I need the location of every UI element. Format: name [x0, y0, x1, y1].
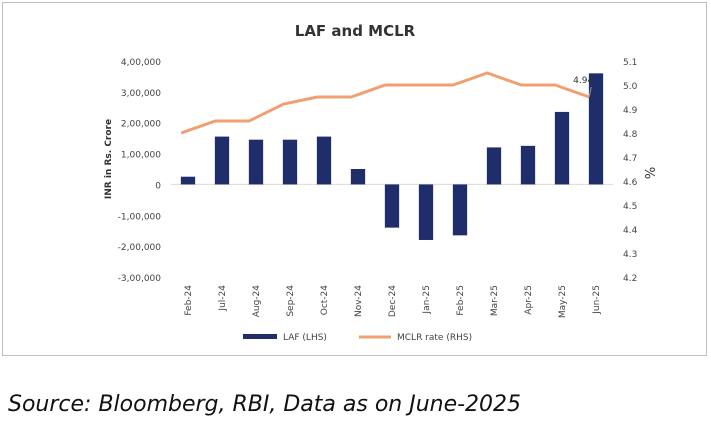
laf-bar: [282, 139, 298, 185]
y2-tick-label: 4.5: [623, 202, 637, 212]
x-tick-label: Apr-25: [524, 285, 534, 315]
y-tick-label: 3,00,000: [121, 89, 161, 99]
y2-tick-label: 4.9: [623, 106, 638, 116]
x-tick-label: Mar-25: [490, 285, 500, 316]
legend-swatch-laf: [243, 334, 277, 339]
laf-bar: [588, 73, 604, 185]
x-tick-label: Dec-24: [388, 285, 398, 317]
laf-bar: [520, 145, 536, 185]
x-tick-label: Jan-25: [422, 285, 432, 315]
laf-bar: [384, 184, 400, 228]
laf-bar: [248, 139, 264, 185]
y2-tick-label: 5.1: [623, 58, 637, 68]
y2-tick-label: 4.8: [623, 130, 638, 140]
laf-bar: [316, 136, 332, 185]
laf-bar: [180, 176, 196, 185]
laf-bar: [214, 136, 230, 185]
x-tick-label: Sep-24: [286, 285, 296, 317]
x-tick-label: Jul-24: [218, 285, 228, 312]
y2-tick-label: 4.7: [623, 154, 637, 164]
legend-label-mclr: MCLR rate (RHS): [397, 333, 472, 343]
laf-bar: [486, 147, 502, 185]
y2-tick-label: 4.6: [623, 178, 638, 188]
y-tick-label: 4,00,000: [121, 58, 161, 68]
y2-tick-label: 5.0: [623, 82, 638, 92]
x-tick-label: Nov-24: [354, 285, 364, 317]
x-tick-label: Aug-24: [252, 285, 262, 318]
annotation-leader: [588, 86, 592, 98]
y2-axis-label: %: [644, 167, 659, 179]
chart-title: LAF and MCLR: [295, 22, 416, 40]
x-tick-label: Feb-25: [456, 285, 466, 316]
y2-tick-label: 4.4: [623, 226, 638, 236]
y2-tick-label: 4.3: [623, 250, 637, 260]
y-tick-label: 2,00,000: [121, 120, 161, 130]
y-tick-label: -1,00,000: [118, 212, 162, 222]
y-tick-label: -3,00,000: [118, 274, 162, 284]
source-note: Source: Bloomberg, RBI, Data as on June-…: [8, 392, 522, 417]
x-tick-label: May-25: [558, 285, 568, 318]
mclr-line: [180, 71, 590, 135]
laf-mclr-chart: LAF and MCLR 4,00,000 3,00,000 2,00,000 1,00…: [104, 22, 659, 343]
legend-label-laf: LAF (LHS): [283, 333, 327, 343]
laf-bar: [350, 169, 366, 185]
laf-bar: [418, 184, 434, 240]
chart-frame: LAF and MCLR 4,00,000 3,00,000 2,00,000 1,00…: [2, 2, 707, 356]
laf-bar: [554, 111, 570, 185]
y-tick-label: -2,00,000: [118, 243, 162, 253]
y-axis-label: INR in Rs. Crore: [104, 119, 114, 199]
x-tick-label: Feb-24: [184, 285, 194, 316]
x-tick-label: Jun-25: [592, 285, 602, 315]
y-tick-label: 1,00,000: [121, 151, 161, 161]
x-tick-label: Oct-24: [320, 285, 330, 316]
annotation-label: 4.94: [573, 76, 593, 86]
y2-tick-label: 4.2: [623, 274, 637, 284]
laf-bar: [452, 184, 468, 236]
y-tick-label: 0: [155, 181, 161, 191]
